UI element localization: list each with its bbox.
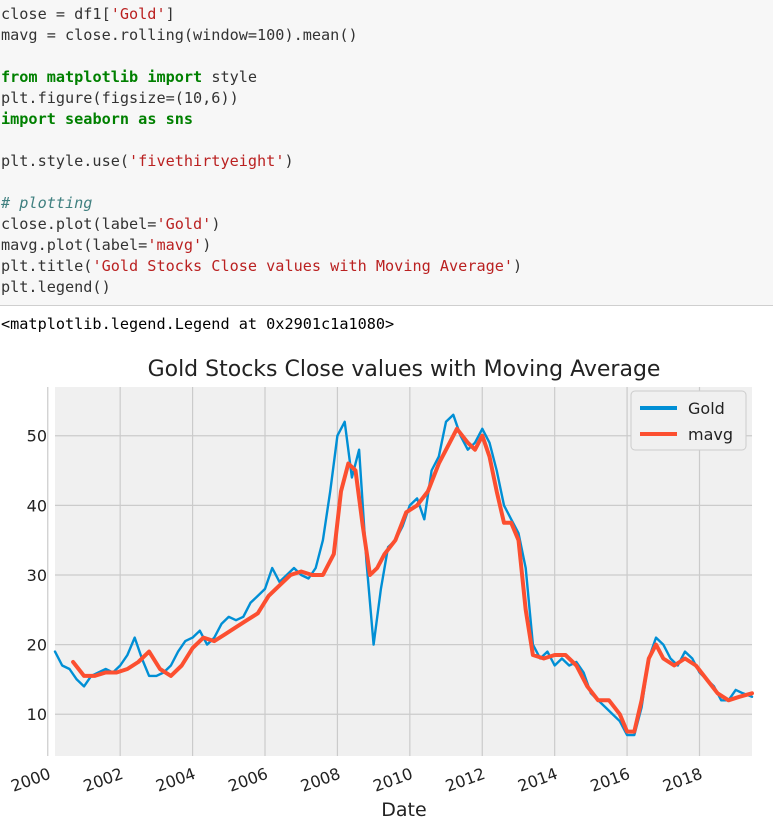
code-line: close.plot(label='Gold') [1, 215, 221, 233]
code-line: plt.legend() [1, 278, 111, 296]
y-tick-label: 20 [27, 636, 47, 655]
chart-title: Gold Stocks Close values with Moving Ave… [148, 357, 661, 382]
code-line: close = df1['Gold'] [1, 5, 175, 23]
code-cell[interactable]: close = df1['Gold'] mavg = close.rolling… [0, 0, 773, 306]
legend: Gold mavg [630, 390, 747, 451]
code-line: mavg = close.rolling(window=100).mean() [1, 26, 358, 44]
code-line-blank [0, 130, 773, 151]
y-tick-label: 40 [27, 496, 47, 515]
code-line: plt.style.use('fivethirtyeight') [1, 152, 294, 170]
y-ticks: 10 20 30 40 50 [27, 427, 47, 724]
x-axis-label: Date [381, 799, 426, 821]
y-tick-label: 10 [27, 705, 47, 724]
code-line-blank [0, 172, 773, 193]
series-line-mavg [71, 426, 754, 734]
code-comment: # plotting [1, 194, 93, 212]
cell-output-text: <matplotlib.legend.Legend at 0x2901c1a10… [1, 315, 395, 333]
legend-label-gold: Gold [688, 399, 725, 418]
code-line: from matplotlib import style [1, 68, 258, 86]
series-group [53, 413, 754, 737]
code-line-blank [0, 46, 773, 67]
grid [47, 387, 752, 756]
y-tick-label: 30 [27, 566, 47, 585]
legend-label-mavg: mavg [688, 425, 733, 444]
code-line: mavg.plot(label='mavg') [1, 236, 212, 254]
code-line: import seaborn as sns [1, 110, 194, 128]
y-tick-label: 50 [27, 427, 47, 446]
code-line: plt.title('Gold Stocks Close values with… [1, 257, 523, 275]
code-line: plt.figure(figsize=(10,6)) [1, 89, 239, 107]
